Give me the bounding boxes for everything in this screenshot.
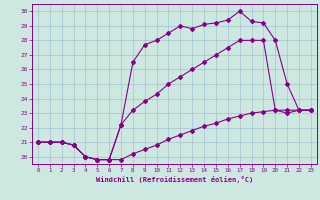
X-axis label: Windchill (Refroidissement éolien,°C): Windchill (Refroidissement éolien,°C) bbox=[96, 176, 253, 183]
